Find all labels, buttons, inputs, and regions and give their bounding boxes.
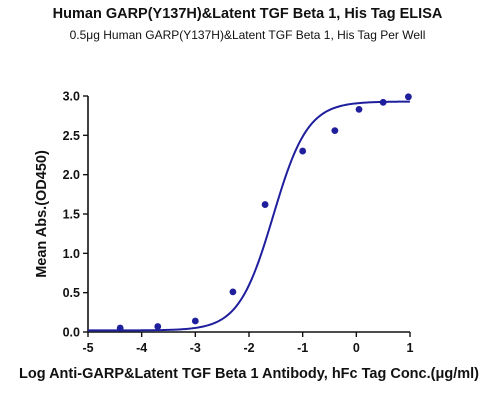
chart-subtitle: 0.5μg Human GARP(Y137H)&Latent TGF Beta … [69, 28, 426, 42]
y-tick-label: 2.5 [63, 129, 80, 143]
y-axis-label: Mean Abs.(OD450) [34, 150, 50, 278]
y-tick-label: 1.0 [63, 247, 80, 261]
chart-title: Human GARP(Y137H)&Latent TGF Beta 1, His… [52, 6, 443, 22]
x-tick-label: -1 [297, 341, 308, 355]
axes [87, 96, 410, 333]
x-axis-label: Log Anti-GARP&Latent TGF Beta 1 Antibody… [19, 366, 479, 382]
y-tick-label: 3.0 [63, 90, 80, 104]
data-point [379, 98, 387, 106]
data-point [355, 105, 363, 113]
x-ticks: -5 -4 -3 -2 -1 0 1 [82, 332, 414, 355]
x-tick-label: 0 [353, 341, 360, 355]
y-tick-label: 0.5 [63, 286, 80, 300]
data-points [116, 93, 412, 332]
data-point [154, 323, 162, 330]
x-tick-label: 1 [407, 341, 414, 355]
data-point [191, 317, 199, 325]
x-tick-label: -4 [136, 341, 147, 355]
fit-curve [88, 100, 411, 332]
data-point [116, 324, 124, 332]
data-point [404, 93, 412, 101]
y-tick-label: 0.0 [63, 326, 80, 340]
y-tick-label: 2.0 [63, 168, 80, 182]
data-point [331, 127, 339, 135]
y-tick-label: 1.5 [63, 208, 80, 222]
data-point [261, 201, 269, 208]
data-point [229, 288, 237, 296]
x-tick-label: -2 [243, 341, 254, 355]
x-tick-label: -5 [82, 341, 93, 355]
data-point [299, 147, 307, 155]
y-ticks: 0.0 0.5 1.0 1.5 2.0 2.5 3.0 [63, 90, 88, 340]
x-tick-label: -3 [190, 341, 201, 355]
